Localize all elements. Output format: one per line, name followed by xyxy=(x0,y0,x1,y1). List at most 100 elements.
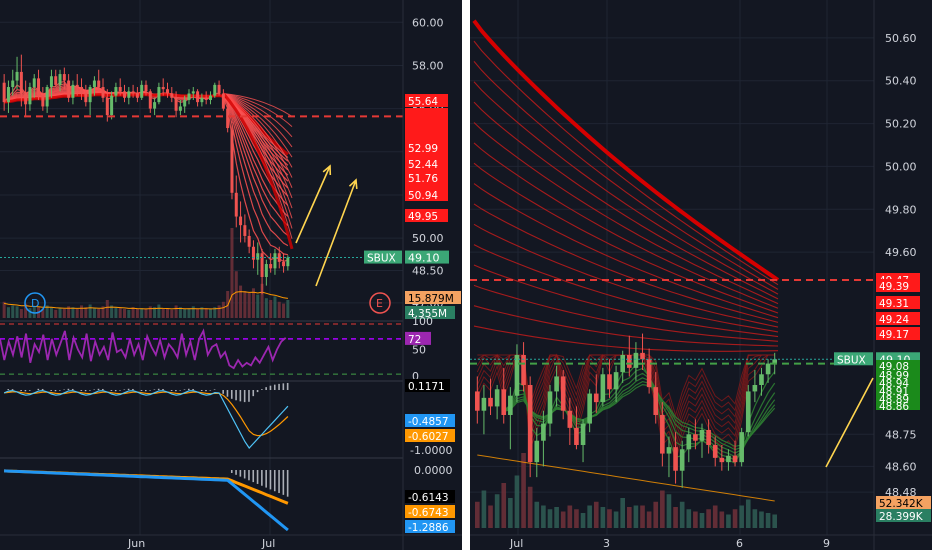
candle-body xyxy=(157,87,160,102)
candle-body xyxy=(41,96,44,107)
candle-body xyxy=(286,258,289,267)
ribbon-value-label: 49.31 xyxy=(879,298,909,310)
candle-body xyxy=(248,236,251,247)
volume-label: 15.879M xyxy=(408,293,454,305)
candle-body xyxy=(102,87,105,98)
price-tick-label: 48.60 xyxy=(885,460,917,473)
volume-bar xyxy=(667,494,672,528)
candle-body xyxy=(153,102,156,108)
volume-bar xyxy=(640,506,645,529)
candle-body xyxy=(733,456,738,462)
volume-bar xyxy=(84,307,87,318)
candle-body xyxy=(97,81,100,87)
macd-histogram-bar xyxy=(20,390,22,391)
volume-bar xyxy=(488,506,493,529)
volume-bar xyxy=(149,306,152,318)
volume-bar xyxy=(706,509,711,528)
candle-body xyxy=(766,364,771,375)
macd-histogram-bar xyxy=(81,390,83,391)
volume-bar xyxy=(772,515,777,529)
candle-body xyxy=(627,355,632,368)
macd-histogram-bar xyxy=(244,390,246,402)
volume-bar xyxy=(127,310,130,318)
macd-histogram-bar xyxy=(154,389,156,390)
candle-body xyxy=(63,74,66,80)
ribbon-value-label: 49.95 xyxy=(408,211,438,223)
volume-bar xyxy=(269,300,272,318)
ribbon-value-label: 51.76 xyxy=(408,173,438,185)
volume-bar xyxy=(196,309,199,318)
rsi-tick-label: 100 xyxy=(412,315,433,328)
volume-bar xyxy=(581,513,586,528)
macd-histogram-bar xyxy=(188,389,190,390)
volume-bar xyxy=(686,509,691,528)
volume-bar xyxy=(265,298,268,318)
event-marker-label: D xyxy=(31,297,39,310)
price-tick-label: 48.50 xyxy=(412,265,444,278)
candle-body xyxy=(28,87,31,104)
volume-bar xyxy=(286,300,289,318)
macd-line-tag: -0.4857 xyxy=(408,416,449,428)
candle-body xyxy=(93,81,96,87)
candle-body xyxy=(123,91,126,97)
volume-bar xyxy=(647,512,652,529)
macd-histogram-bar xyxy=(171,390,173,391)
candle-body xyxy=(256,253,259,259)
macd-long-histogram-bar xyxy=(270,470,272,489)
event-marker-label: E xyxy=(376,297,383,310)
candle-body xyxy=(548,391,553,423)
volume-bar xyxy=(713,506,718,529)
candle-body xyxy=(534,441,539,462)
volume-bar xyxy=(574,509,579,528)
candle-body xyxy=(140,85,143,98)
candle-body xyxy=(739,432,744,462)
candle-body xyxy=(488,398,493,407)
macd-histogram-bar xyxy=(231,390,233,399)
macd-histogram-bar xyxy=(59,390,61,391)
volume-bar xyxy=(222,302,225,318)
candle-body xyxy=(80,87,83,93)
candle-body xyxy=(607,374,612,389)
macd-long-histogram-bar xyxy=(287,470,289,497)
volume-bar xyxy=(766,513,771,528)
candle-body xyxy=(183,100,186,106)
macd-histogram-bar xyxy=(12,389,14,390)
candle-body xyxy=(166,89,169,93)
macd-signal-tag: -0.6027 xyxy=(408,431,449,443)
macd-histogram-bar xyxy=(128,389,130,390)
macd-histogram-bar xyxy=(201,390,203,391)
volume-bar xyxy=(475,502,480,528)
volume-bar xyxy=(209,309,212,318)
volume-bar xyxy=(89,305,92,319)
macd-histogram-bar xyxy=(192,389,194,390)
candle-body xyxy=(67,81,70,98)
candle-body xyxy=(581,424,586,445)
candle-body xyxy=(127,91,130,97)
macd-long-histogram-bar xyxy=(252,470,254,482)
volume-label: 52.342K xyxy=(879,498,924,510)
price-tick-label: 49.60 xyxy=(885,246,917,259)
candle-body xyxy=(71,85,74,98)
volume-bar xyxy=(50,307,53,318)
candle-body xyxy=(50,76,53,87)
volume-bar xyxy=(76,309,79,318)
macd-histogram-bar xyxy=(270,386,272,390)
volume-bar xyxy=(59,308,62,318)
volume-bar xyxy=(693,512,698,529)
volume-bar xyxy=(144,309,147,318)
price-tick-label: 50.00 xyxy=(885,160,917,173)
candle-body xyxy=(33,78,36,87)
macd-histogram-bar xyxy=(72,389,74,390)
macd-histogram-bar xyxy=(50,390,52,391)
volume-bar xyxy=(123,309,126,318)
volume-bar xyxy=(218,305,221,318)
candle-body xyxy=(273,253,276,268)
ribbon-value-label: 52.99 xyxy=(408,143,438,155)
candle-body xyxy=(243,225,246,236)
volume-bar xyxy=(166,308,169,318)
volume-bar xyxy=(541,506,546,529)
candle-body xyxy=(179,106,182,110)
candle-body xyxy=(700,430,705,441)
candle-body xyxy=(660,415,665,454)
